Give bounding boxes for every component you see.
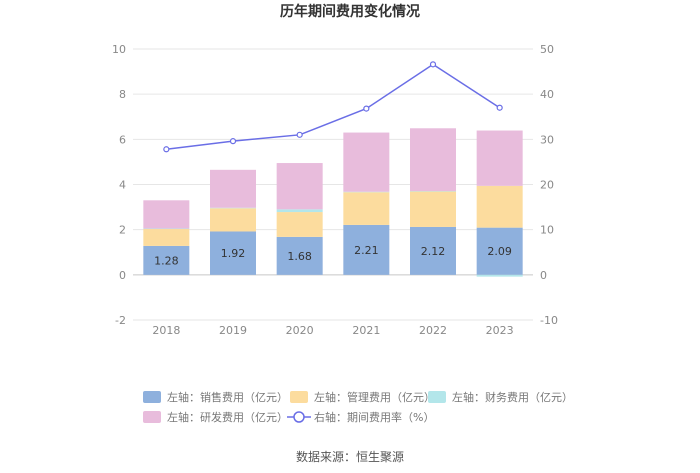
bar-data-label: 2.12 bbox=[421, 245, 446, 258]
bar-segment bbox=[410, 191, 456, 192]
rate-point bbox=[296, 131, 303, 138]
rate-line bbox=[163, 61, 503, 153]
bar-segment bbox=[276, 209, 323, 213]
left-tick-label: 8 bbox=[119, 88, 126, 101]
legend-item: 左轴：财务费用（亿元） bbox=[428, 390, 573, 404]
x-tick-label: 2022 bbox=[419, 324, 447, 337]
left-tick-label: 4 bbox=[119, 179, 126, 192]
legend-swatch bbox=[143, 391, 161, 403]
gridlines bbox=[133, 48, 533, 321]
rate-point bbox=[429, 61, 437, 68]
bar-segment bbox=[143, 245, 190, 275]
left-tick-label: 6 bbox=[119, 133, 126, 146]
bar-data-label: 1.28 bbox=[154, 254, 179, 267]
bar-segment bbox=[410, 191, 456, 227]
bar-segment bbox=[210, 208, 256, 232]
bar-segment bbox=[343, 132, 390, 192]
bar-segment bbox=[410, 226, 456, 275]
legend-label: 左轴：财务费用（亿元） bbox=[452, 390, 573, 404]
legend-marker-icon bbox=[293, 411, 305, 423]
legend-label: 左轴：研发费用（亿元） bbox=[167, 410, 288, 424]
right-axis: -10 0 10 20 30 40 50 bbox=[540, 43, 558, 327]
left-axis: -2 0 2 4 6 8 10 bbox=[112, 43, 126, 327]
bar-segment bbox=[476, 185, 523, 228]
chart-title: 历年期间费用变化情况 bbox=[280, 3, 420, 20]
bar-segment bbox=[210, 231, 256, 275]
rate-point bbox=[163, 146, 170, 153]
left-tick-label: 2 bbox=[119, 224, 126, 237]
legend-swatch bbox=[428, 391, 446, 403]
bar-segment bbox=[476, 130, 523, 186]
x-tick-label: 2018 bbox=[152, 324, 180, 337]
legend-label: 左轴：销售费用（亿元） bbox=[167, 390, 288, 404]
x-tick-label: 2019 bbox=[219, 324, 247, 337]
rate-line-path bbox=[166, 63, 501, 151]
right-tick-label: 0 bbox=[540, 269, 547, 282]
bar-segment bbox=[276, 163, 323, 210]
legend-label: 左轴：管理费用（亿元） bbox=[314, 390, 435, 404]
left-tick-label: 10 bbox=[112, 43, 126, 56]
bar-segment bbox=[343, 224, 390, 275]
x-tick-label: 2020 bbox=[286, 324, 314, 337]
bar-data-label: 2.21 bbox=[354, 244, 379, 257]
bar-segment bbox=[476, 274, 523, 277]
bar-labels: 1.28 1.92 1.68 2.21 2.12 2.09 bbox=[154, 244, 512, 268]
legend-item: 左轴：销售费用（亿元） bbox=[143, 390, 288, 404]
bar-data-label: 2.09 bbox=[487, 245, 512, 258]
bar-data-label: 1.68 bbox=[287, 250, 312, 263]
data-source: 数据来源：恒生聚源 bbox=[296, 449, 404, 464]
bar-segment bbox=[143, 228, 190, 246]
right-tick-label: 50 bbox=[540, 43, 554, 56]
legend: 左轴：销售费用（亿元） 左轴：管理费用（亿元） 左轴：财务费用（亿元） 左轴：研发费用… bbox=[143, 390, 573, 424]
bar-segment bbox=[410, 128, 456, 192]
x-tick-label: 2021 bbox=[352, 324, 380, 337]
bars bbox=[143, 128, 523, 277]
bar-segment bbox=[276, 236, 323, 275]
right-tick-label: 40 bbox=[540, 88, 554, 101]
bar-segment bbox=[343, 192, 390, 225]
bar-segment bbox=[210, 169, 256, 208]
legend-swatch bbox=[290, 391, 308, 403]
bar-segment bbox=[210, 207, 256, 209]
left-tick-label: -2 bbox=[115, 314, 126, 327]
right-tick-label: 10 bbox=[540, 224, 554, 237]
rate-point bbox=[496, 104, 503, 111]
legend-item: 右轴：期间费用率（%） bbox=[287, 410, 434, 424]
right-tick-label: -10 bbox=[540, 314, 558, 327]
legend-item: 左轴：管理费用（亿元） bbox=[290, 390, 435, 404]
legend-item: 左轴：研发费用（亿元） bbox=[143, 410, 288, 424]
left-tick-label: 0 bbox=[119, 269, 126, 282]
x-axis: 2018 2019 2020 2021 2022 2023 bbox=[152, 324, 513, 337]
bar-segment bbox=[476, 227, 523, 275]
right-tick-label: 20 bbox=[540, 179, 554, 192]
rate-point bbox=[229, 138, 237, 145]
legend-label: 右轴：期间费用率（%） bbox=[314, 410, 434, 424]
legend-swatch bbox=[143, 411, 161, 423]
bar-segment bbox=[276, 212, 323, 237]
bar-segment bbox=[143, 200, 190, 229]
bar-segment bbox=[343, 191, 390, 193]
rate-point bbox=[363, 105, 370, 112]
x-tick-label: 2023 bbox=[486, 324, 514, 337]
bar-segment bbox=[143, 228, 190, 230]
right-tick-label: 30 bbox=[540, 133, 554, 146]
bar-data-label: 1.92 bbox=[221, 247, 246, 260]
